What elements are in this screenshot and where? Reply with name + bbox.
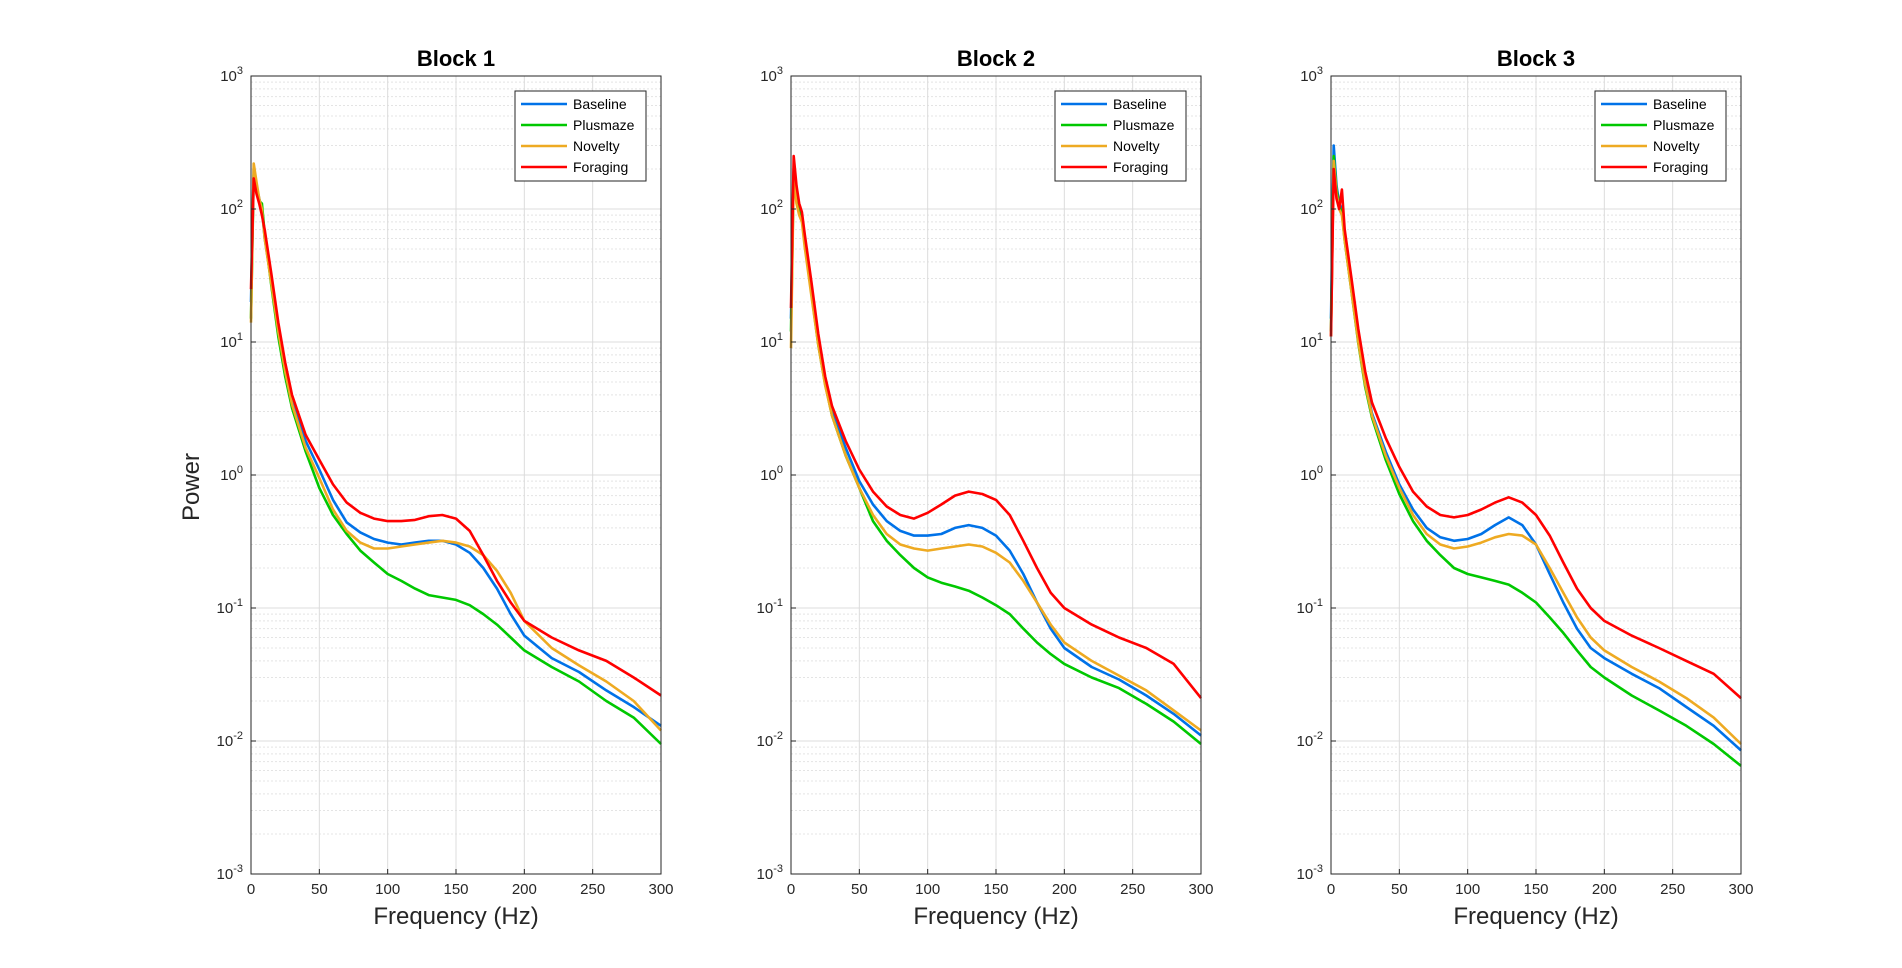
x-tick-label: 100 <box>915 881 940 898</box>
series-line-novelty <box>1329 159 1742 745</box>
y-tick-label: 102 <box>760 198 783 218</box>
legend-label-novelty: Novelty <box>1113 138 1160 154</box>
x-axis-label: Frequency (Hz) <box>373 903 538 930</box>
chart-panel-1: 0 50 100 150 200 250 300 10-3 10-2 10-1 100 101 102 1… <box>217 46 674 930</box>
x-tick-label: 200 <box>512 881 537 898</box>
y-tick-label: 102 <box>220 198 243 218</box>
legend-label-plusmaze: Plusmaze <box>1113 117 1175 133</box>
y-tick-label: 10-2 <box>217 730 243 750</box>
x-tick-label: 300 <box>648 881 673 898</box>
chart-panel-2: 0 50 100 150 200 250 300 10-3 10-2 10-1 100 101 102 1… <box>757 46 1214 930</box>
y-tick-label: 100 <box>760 464 783 484</box>
x-tick-label: 50 <box>1391 881 1408 898</box>
chart-panel-3: 0 50 100 150 200 250 300 10-3 10-2 10-1 100 101 102 1… <box>1297 46 1754 930</box>
x-tick-label: 50 <box>851 881 868 898</box>
x-tick-label: 150 <box>443 881 468 898</box>
x-tick-label: 150 <box>983 881 1008 898</box>
y-tick-label: 10-1 <box>217 597 243 617</box>
chart-title: Block 3 <box>1497 46 1575 71</box>
y-tick-label: 10-1 <box>1297 597 1323 617</box>
y-tick-label: 10-1 <box>757 597 783 617</box>
x-tick-label: 250 <box>580 881 605 898</box>
y-tick-label: 101 <box>760 331 783 351</box>
y-tick-label: 101 <box>1300 331 1323 351</box>
series-line-foraging <box>789 154 1203 699</box>
x-tick-label: 100 <box>1455 881 1480 898</box>
y-tick-label: 102 <box>1300 198 1323 218</box>
x-tick-label: 300 <box>1728 881 1753 898</box>
x-tick-label: 150 <box>1523 881 1548 898</box>
x-axis-label: Frequency (Hz) <box>1453 903 1618 930</box>
chart-title: Block 1 <box>417 46 495 71</box>
x-tick-label: 200 <box>1052 881 1077 898</box>
y-tick-label: 10-2 <box>1297 730 1323 750</box>
y-tick-label: 103 <box>1300 65 1323 85</box>
x-tick-label: 0 <box>1327 881 1335 898</box>
x-tick-label: 50 <box>311 881 328 898</box>
series-line-foraging <box>249 177 662 697</box>
y-tick-label: 100 <box>1300 464 1323 484</box>
x-tick-label: 0 <box>247 881 255 898</box>
legend-label-baseline: Baseline <box>1113 96 1167 112</box>
y-tick-label: 100 <box>220 464 243 484</box>
legend-label-plusmaze: Plusmaze <box>573 117 635 133</box>
x-tick-label: 100 <box>375 881 400 898</box>
x-tick-label: 300 <box>1188 881 1213 898</box>
y-axis-label: Power <box>178 453 205 521</box>
legend-label-novelty: Novelty <box>1653 138 1700 154</box>
y-tick-label: 101 <box>220 331 243 351</box>
y-tick-label: 103 <box>220 65 243 85</box>
legend-label-plusmaze: Plusmaze <box>1653 117 1715 133</box>
legend-label-foraging: Foraging <box>1113 159 1168 175</box>
x-tick-label: 0 <box>787 881 795 898</box>
y-tick-label: 10-3 <box>217 863 243 883</box>
x-tick-label: 250 <box>1120 881 1145 898</box>
y-tick-label: 103 <box>760 65 783 85</box>
legend-label-baseline: Baseline <box>1653 96 1707 112</box>
x-tick-label: 250 <box>1660 881 1685 898</box>
series-line-foraging <box>1329 167 1742 700</box>
chart-title: Block 2 <box>957 46 1035 71</box>
legend: Baseline Plusmaze Novelty Foraging <box>514 90 647 182</box>
legend: Baseline Plusmaze Novelty Foraging <box>1594 90 1727 182</box>
legend-label-foraging: Foraging <box>1653 159 1708 175</box>
x-axis-label: Frequency (Hz) <box>913 903 1078 930</box>
legend-label-foraging: Foraging <box>573 159 628 175</box>
chart-panels: 0 50 100 150 200 250 300 10-3 10-2 10-1 100 101 102 1… <box>217 46 1754 930</box>
legend: Baseline Plusmaze Novelty Foraging <box>1054 90 1187 182</box>
legend-label-novelty: Novelty <box>573 138 620 154</box>
y-tick-label: 10-3 <box>1297 863 1323 883</box>
y-tick-label: 10-3 <box>757 863 783 883</box>
legend-label-baseline: Baseline <box>573 96 627 112</box>
y-tick-label: 10-2 <box>757 730 783 750</box>
series-line-novelty <box>789 173 1202 732</box>
x-tick-label: 200 <box>1592 881 1617 898</box>
